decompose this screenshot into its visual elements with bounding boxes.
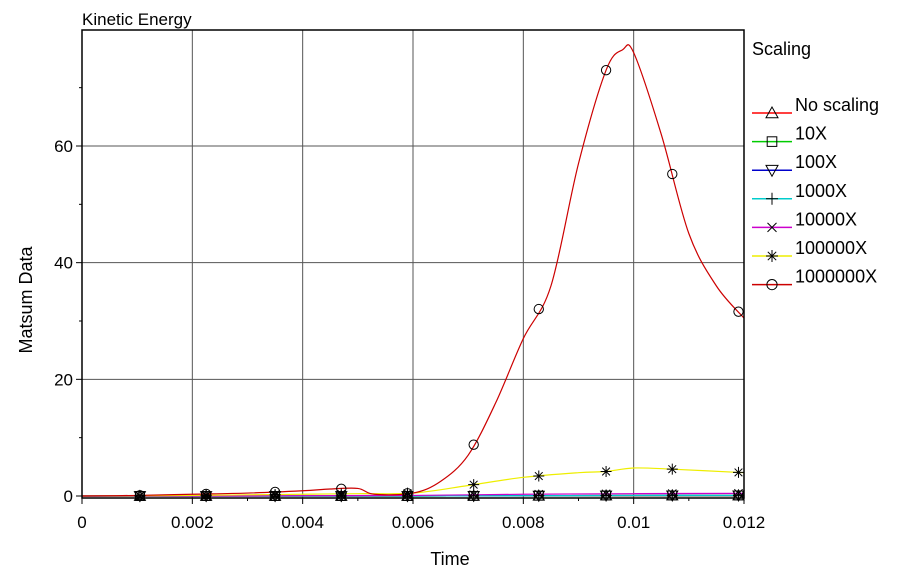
data-point	[402, 488, 413, 499]
legend-label: 10X	[795, 124, 827, 144]
legend-title: Scaling	[752, 39, 811, 59]
legend-marker	[766, 250, 778, 262]
legend-label: 1000000X	[795, 267, 877, 287]
chart-title: Kinetic Energy	[82, 10, 192, 29]
legend-label: 1000X	[795, 181, 847, 201]
legend-label: 100X	[795, 152, 837, 172]
y-tick-label: 40	[54, 254, 73, 273]
data-point	[733, 467, 744, 478]
x-tick-label: 0	[77, 513, 86, 532]
x-tick-label: 0.008	[502, 513, 545, 532]
y-tick-label: 0	[64, 487, 73, 506]
data-point	[533, 471, 544, 482]
x-axis-title: Time	[430, 549, 469, 569]
x-tick-label: 0.002	[171, 513, 214, 532]
y-axis-title: Matsum Data	[16, 246, 36, 354]
legend-label: No scaling	[795, 95, 879, 115]
x-tick-label: 0.004	[281, 513, 324, 532]
y-tick-label: 20	[54, 370, 73, 389]
legend-label: 100000X	[795, 238, 867, 258]
x-tick-label: 0.012	[723, 513, 766, 532]
x-tick-label: 0.01	[617, 513, 650, 532]
x-tick-label: 0.006	[392, 513, 435, 532]
data-point	[601, 466, 612, 477]
y-tick-label: 60	[54, 137, 73, 156]
legend-label: 10000X	[795, 209, 857, 229]
